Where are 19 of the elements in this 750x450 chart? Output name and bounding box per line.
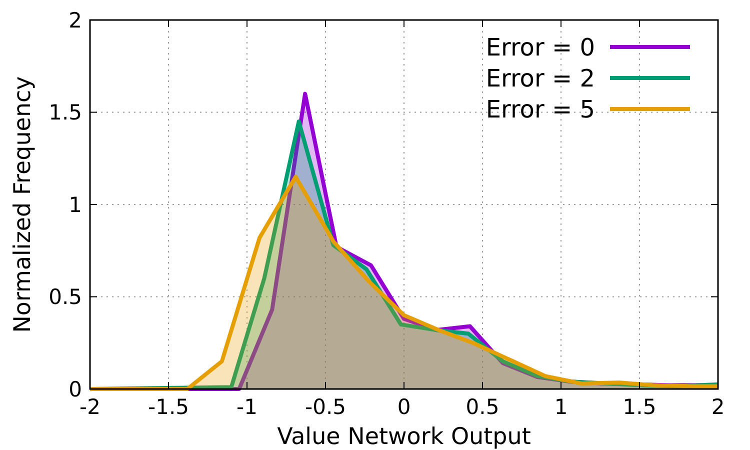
y-tick-label: 1 <box>68 192 82 217</box>
y-tick-label: 1.5 <box>48 100 82 125</box>
legend-label: Error = 5 <box>486 95 595 124</box>
y-tick-label: 2 <box>68 8 82 32</box>
x-tick-label: -1 <box>236 395 258 419</box>
x-tick-label: 2 <box>711 395 725 419</box>
x-tick-label: 1 <box>554 395 568 419</box>
y-tick-label: 0 <box>68 377 82 402</box>
x-tick-label: -2 <box>80 395 100 419</box>
x-tick-label: 0.5 <box>466 395 500 419</box>
x-tick-label: 1.5 <box>622 395 656 419</box>
legend-label: Error = 0 <box>486 33 595 62</box>
x-axis-title: Value Network Output <box>277 424 531 450</box>
y-axis-title: Normalized Frequency <box>10 76 36 333</box>
x-tick-label: -1.5 <box>148 395 189 419</box>
x-tick-label: 0 <box>397 395 411 419</box>
x-tick-label: -0.5 <box>305 395 346 419</box>
y-tick-label: 0.5 <box>48 285 82 310</box>
legend-label: Error = 2 <box>486 64 595 92</box>
